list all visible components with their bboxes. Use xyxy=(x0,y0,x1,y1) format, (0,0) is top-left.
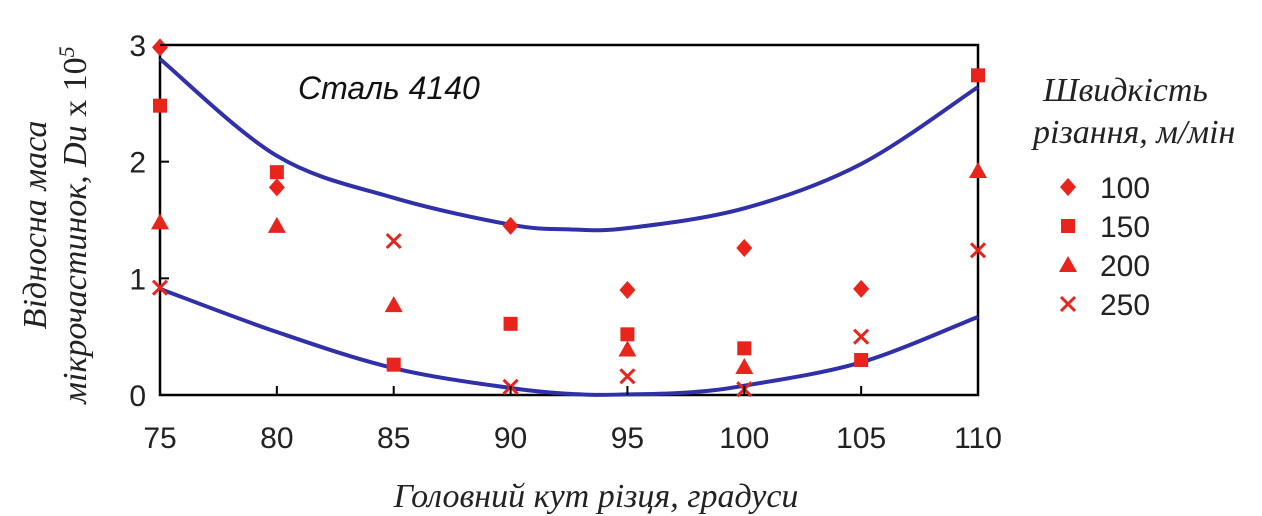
legend-items: 100 150 200 250 xyxy=(1059,172,1150,322)
y-axis-title-du: Du xyxy=(57,125,94,168)
legend-marker-cross xyxy=(1059,295,1077,313)
trend-curve xyxy=(159,286,979,397)
y-axis-title-2: мікрочастинок, Du x 105 xyxy=(54,46,94,404)
legend-marker-diamond xyxy=(1060,178,1076,196)
x-axis-title: Головний кут різця, градуси xyxy=(393,478,799,515)
y-tick-label: 0 xyxy=(129,380,146,413)
y-axis-title-prefix: мікрочастинок, xyxy=(57,167,94,405)
point-cross xyxy=(385,232,402,250)
point-cross xyxy=(969,242,987,259)
y-axis-ticks: 0 1 2 3 xyxy=(129,30,169,413)
legend-marker-triangle xyxy=(1059,256,1077,272)
legend-marker-square xyxy=(1061,219,1075,233)
legend-label: 250 xyxy=(1100,289,1150,322)
point-square xyxy=(737,341,752,356)
x-axis-ticks: 75 80 85 90 95 100 105 110 xyxy=(143,386,1002,455)
x-tick-label: 110 xyxy=(954,422,1002,455)
data-markers xyxy=(151,38,987,398)
point-diamond xyxy=(502,216,519,235)
y-axis-title-x10: x 10 xyxy=(57,57,94,125)
legend-title-line1: Швидкість xyxy=(1042,72,1208,109)
point-square xyxy=(971,68,985,83)
point-square xyxy=(153,98,167,113)
point-square xyxy=(386,357,401,372)
point-cross xyxy=(151,279,169,296)
x-tick-label: 95 xyxy=(611,422,644,455)
point-triangle xyxy=(384,296,403,313)
y-axis-title-line2: мікрочастинок, Du x 105 xyxy=(54,46,94,404)
point-cross xyxy=(619,368,636,385)
y-tick-label: 3 xyxy=(129,30,146,63)
chart-annotation: Сталь 4140 xyxy=(298,70,480,106)
point-triangle xyxy=(618,340,637,357)
x-tick-label: 80 xyxy=(260,422,293,455)
point-triangle xyxy=(267,216,286,233)
point-diamond xyxy=(268,178,285,197)
point-triangle xyxy=(151,213,169,230)
x-tick-label: 75 xyxy=(143,422,176,455)
point-cross xyxy=(853,328,870,345)
point-diamond xyxy=(152,38,168,57)
legend-label: 150 xyxy=(1100,211,1150,244)
legend-label: 200 xyxy=(1100,250,1150,283)
trend-curves xyxy=(158,57,980,397)
legend-title-line2: різання, м/мін xyxy=(1031,114,1235,151)
point-diamond xyxy=(853,279,870,298)
y-axis-title-exp: 5 xyxy=(54,46,79,57)
point-diamond xyxy=(619,281,636,299)
legend: Швидкість різання, м/мін 100 150 200 250 xyxy=(1031,72,1235,322)
point-square xyxy=(503,316,518,331)
point-triangle xyxy=(735,358,754,374)
x-tick-label: 105 xyxy=(836,422,886,455)
x-tick-label: 90 xyxy=(494,422,527,455)
x-tick-label: 85 xyxy=(377,422,410,455)
y-axis-title: Відносна маса xyxy=(17,121,54,330)
legend-label: 100 xyxy=(1100,172,1150,205)
point-diamond xyxy=(736,239,753,257)
point-triangle xyxy=(969,162,987,178)
point-square xyxy=(620,327,635,342)
y-tick-label: 1 xyxy=(129,263,146,296)
y-tick-label: 2 xyxy=(129,147,146,180)
y-axis-title-line1: Відносна маса xyxy=(17,121,54,330)
point-square xyxy=(854,353,869,367)
trend-curve xyxy=(158,57,980,233)
x-tick-label: 100 xyxy=(719,422,769,455)
point-square xyxy=(269,165,284,180)
